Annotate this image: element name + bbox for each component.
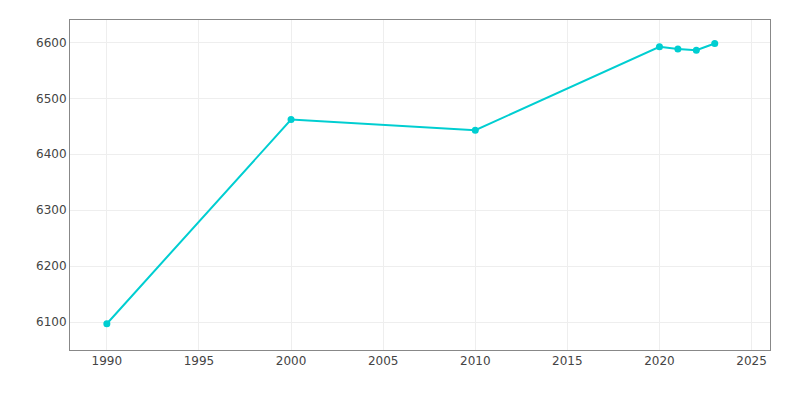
- svg-text:6200: 6200: [36, 259, 67, 273]
- svg-text:2010: 2010: [460, 354, 491, 368]
- svg-text:6400: 6400: [36, 147, 67, 161]
- svg-text:1990: 1990: [92, 354, 123, 368]
- svg-text:2005: 2005: [368, 354, 399, 368]
- svg-text:2015: 2015: [552, 354, 583, 368]
- svg-text:2000: 2000: [276, 354, 307, 368]
- svg-text:2020: 2020: [644, 354, 675, 368]
- svg-text:6300: 6300: [36, 203, 67, 217]
- svg-text:6500: 6500: [36, 92, 67, 106]
- svg-text:6600: 6600: [36, 36, 67, 50]
- svg-text:1995: 1995: [184, 354, 215, 368]
- svg-text:2025: 2025: [736, 354, 767, 368]
- svg-text:6100: 6100: [36, 315, 67, 329]
